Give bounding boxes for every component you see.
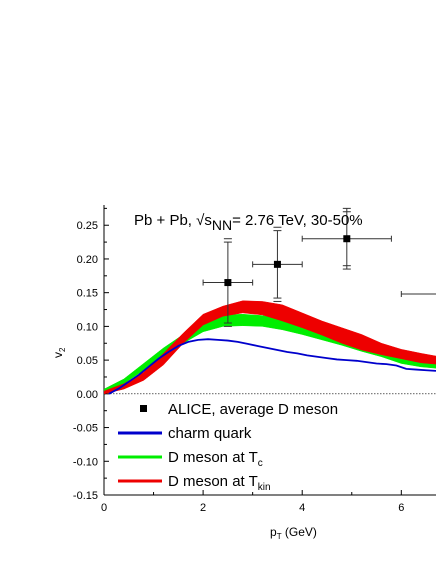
- x-axis-title-symbol: p: [270, 525, 277, 539]
- data-marker: [224, 279, 232, 287]
- legend-item: ALICE, average D meson: [140, 401, 338, 418]
- x-tick-label: 2: [200, 502, 206, 514]
- x-tick-label: 4: [299, 502, 305, 514]
- y-tick-label: 0.20: [77, 254, 98, 266]
- y-tick-label: -0.15: [73, 490, 98, 502]
- legend-label-main: charm quark: [168, 425, 252, 442]
- line-charm-quark: [108, 338, 436, 395]
- y-tick-label: 0.15: [77, 288, 98, 300]
- chart-title: Pb + Pb, √sNN= 2.76 TeV, 30-50%: [134, 212, 363, 233]
- plot-area: 0 2 4 6 -0.15 -0.10 -0.05 0.00 0.05 0.10 0.15 0.20 0…: [73, 205, 436, 514]
- chart-title-sub: NN: [212, 217, 232, 233]
- x-tick-label: 0: [101, 502, 107, 514]
- legend-label: D meson at Tc: [168, 449, 263, 469]
- y-tick-label: 0.10: [77, 321, 98, 333]
- legend-label-main: D meson at T: [168, 473, 258, 490]
- data-point: [252, 226, 303, 302]
- data-point: [301, 207, 392, 270]
- x-tick-label: 6: [398, 502, 404, 514]
- y-axis-title: v2: [51, 347, 67, 358]
- legend: ALICE, average D meson charm quark D meson…: [118, 401, 338, 493]
- data-marker: [273, 260, 281, 268]
- legend-item: charm quark: [118, 425, 252, 442]
- x-axis-title-sub: T: [277, 532, 282, 541]
- y-tick-label: -0.05: [73, 423, 98, 435]
- legend-label: charm quark: [168, 425, 252, 442]
- chart-title-rest: = 2.76 TeV, 30-50%: [232, 212, 363, 229]
- y-tick-label: 0.25: [77, 220, 98, 232]
- legend-label-main: D meson at T: [168, 449, 258, 466]
- x-axis-title-unit: (GeV): [282, 525, 317, 539]
- legend-item: D meson at Tc: [118, 449, 263, 469]
- legend-label-sub: c: [258, 458, 263, 469]
- legend-label: ALICE, average D meson: [168, 401, 338, 418]
- plot-series: [104, 207, 436, 395]
- legend-marker: [140, 405, 147, 412]
- data-marker: [343, 235, 351, 243]
- data-point: [202, 238, 254, 327]
- y-tick-label: 0.05: [77, 355, 98, 367]
- legend-item: D meson at Tkin: [118, 473, 271, 493]
- y-axis-title-symbol: v: [51, 352, 65, 358]
- band-kin: [104, 300, 436, 395]
- x-axis-title: pT (GeV): [270, 525, 317, 541]
- chart-title-main: Pb + Pb, √s: [134, 212, 212, 229]
- legend-label-main: ALICE, average D meson: [168, 401, 338, 418]
- y-axis-title-sub: 2: [58, 347, 67, 352]
- legend-label: D meson at Tkin: [168, 473, 271, 493]
- legend-label-sub: kin: [258, 482, 271, 493]
- y-tick-label: -0.10: [73, 456, 98, 468]
- data-point: [400, 291, 436, 298]
- y-tick-label: 0.00: [77, 389, 98, 401]
